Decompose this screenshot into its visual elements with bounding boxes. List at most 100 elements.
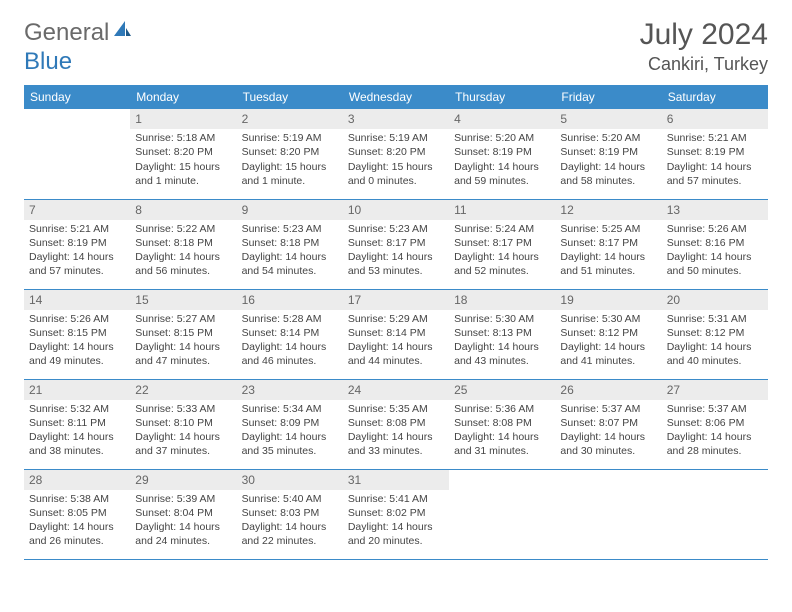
day-cell: 30Sunrise: 5:40 AMSunset: 8:03 PMDayligh… <box>237 469 343 559</box>
sunset-line: Sunset: 8:20 PM <box>135 145 231 159</box>
sunset-line: Sunset: 8:08 PM <box>454 416 550 430</box>
day-number: 6 <box>662 109 768 129</box>
day-body: Sunrise: 5:26 AMSunset: 8:16 PMDaylight:… <box>662 222 768 283</box>
day-header: Saturday <box>662 85 768 109</box>
day-body: Sunrise: 5:20 AMSunset: 8:19 PMDaylight:… <box>555 131 661 192</box>
sunset-line: Sunset: 8:08 PM <box>348 416 444 430</box>
day-number: 7 <box>24 200 130 220</box>
day-body: Sunrise: 5:34 AMSunset: 8:09 PMDaylight:… <box>237 402 343 463</box>
day-number: 29 <box>130 470 236 490</box>
day-cell: 28 Sunrise: 5:38 AMSunset: 8:05 PMDayligh… <box>24 469 130 559</box>
sunrise-line: Sunrise: 5:23 AM <box>348 222 444 236</box>
sunrise-line: Sunrise: 5:38 AM <box>29 492 125 506</box>
day-body: Sunrise: 5:41 AMSunset: 8:02 PMDaylight:… <box>343 492 449 553</box>
day-cell: 14Sunrise: 5:26 AMSunset: 8:15 PMDayligh… <box>24 289 130 379</box>
day-number: 30 <box>237 470 343 490</box>
day-number: 2 <box>237 109 343 129</box>
day-number: 27 <box>662 380 768 400</box>
day-number: 18 <box>449 290 555 310</box>
sunset-line: Sunset: 8:18 PM <box>135 236 231 250</box>
daylight-line: Daylight: 14 hours and 54 minutes. <box>242 250 338 278</box>
sunrise-line: Sunrise: 5:26 AM <box>667 222 763 236</box>
day-body: Sunrise: 5:31 AMSunset: 8:12 PMDaylight:… <box>662 312 768 373</box>
sunset-line: Sunset: 8:19 PM <box>454 145 550 159</box>
day-header-row: SundayMondayTuesdayWednesdayThursdayFrid… <box>24 85 768 109</box>
sunset-line: Sunset: 8:12 PM <box>560 326 656 340</box>
sunrise-line: Sunrise: 5:20 AM <box>454 131 550 145</box>
day-number: 23 <box>237 380 343 400</box>
sunrise-line: Sunrise: 5:39 AM <box>135 492 231 506</box>
daylight-line: Daylight: 14 hours and 35 minutes. <box>242 430 338 458</box>
sunset-line: Sunset: 8:13 PM <box>454 326 550 340</box>
day-body: Sunrise: 5:37 AMSunset: 8:06 PMDaylight:… <box>662 402 768 463</box>
day-number: 13 <box>662 200 768 220</box>
sunset-line: Sunset: 8:06 PM <box>667 416 763 430</box>
day-body: Sunrise: 5:29 AMSunset: 8:14 PMDaylight:… <box>343 312 449 373</box>
sunrise-line: Sunrise: 5:40 AM <box>242 492 338 506</box>
day-header: Sunday <box>24 85 130 109</box>
sunset-line: Sunset: 8:17 PM <box>454 236 550 250</box>
day-cell <box>555 469 661 559</box>
day-cell: 24Sunrise: 5:35 AMSunset: 8:08 PMDayligh… <box>343 379 449 469</box>
daylight-line: Daylight: 14 hours and 57 minutes. <box>667 160 763 188</box>
day-body: Sunrise: 5:37 AMSunset: 8:07 PMDaylight:… <box>555 402 661 463</box>
sunset-line: Sunset: 8:20 PM <box>348 145 444 159</box>
logo-text-general: General <box>24 19 109 47</box>
sunrise-line: Sunrise: 5:33 AM <box>135 402 231 416</box>
sunset-line: Sunset: 8:05 PM <box>29 506 125 520</box>
week-row: 1Sunrise: 5:18 AMSunset: 8:20 PMDaylight… <box>24 109 768 199</box>
daylight-line: Daylight: 14 hours and 49 minutes. <box>29 340 125 368</box>
sunset-line: Sunset: 8:19 PM <box>29 236 125 250</box>
daylight-line: Daylight: 14 hours and 58 minutes. <box>560 160 656 188</box>
day-body: Sunrise: 5:27 AMSunset: 8:15 PMDaylight:… <box>130 312 236 373</box>
daylight-line: Daylight: 15 hours and 1 minute. <box>135 160 231 188</box>
sunset-line: Sunset: 8:19 PM <box>667 145 763 159</box>
daylight-line: Daylight: 14 hours and 47 minutes. <box>135 340 231 368</box>
daylight-line: Daylight: 14 hours and 26 minutes. <box>29 520 125 548</box>
day-body: Sunrise: 5:30 AMSunset: 8:13 PMDaylight:… <box>449 312 555 373</box>
day-number: 17 <box>343 290 449 310</box>
sunset-line: Sunset: 8:15 PM <box>29 326 125 340</box>
daylight-line: Daylight: 14 hours and 53 minutes. <box>348 250 444 278</box>
daylight-line: Daylight: 14 hours and 41 minutes. <box>560 340 656 368</box>
sunrise-line: Sunrise: 5:27 AM <box>135 312 231 326</box>
day-number: 11 <box>449 200 555 220</box>
sunrise-line: Sunrise: 5:37 AM <box>667 402 763 416</box>
daylight-line: Daylight: 15 hours and 0 minutes. <box>348 160 444 188</box>
day-body: Sunrise: 5:20 AMSunset: 8:19 PMDaylight:… <box>449 131 555 192</box>
daylight-line: Daylight: 14 hours and 52 minutes. <box>454 250 550 278</box>
sunset-line: Sunset: 8:20 PM <box>242 145 338 159</box>
day-number: 5 <box>555 109 661 129</box>
day-body: Sunrise: 5:35 AMSunset: 8:08 PMDaylight:… <box>343 402 449 463</box>
sunset-line: Sunset: 8:15 PM <box>135 326 231 340</box>
daylight-line: Daylight: 14 hours and 43 minutes. <box>454 340 550 368</box>
day-cell: 9Sunrise: 5:23 AMSunset: 8:18 PMDaylight… <box>237 199 343 289</box>
daylight-line: Daylight: 14 hours and 40 minutes. <box>667 340 763 368</box>
day-body: Sunrise: 5:21 AMSunset: 8:19 PMDaylight:… <box>24 222 130 283</box>
day-number: 25 <box>449 380 555 400</box>
daylight-line: Daylight: 14 hours and 44 minutes. <box>348 340 444 368</box>
sunrise-line: Sunrise: 5:30 AM <box>560 312 656 326</box>
day-number: 4 <box>449 109 555 129</box>
daylight-line: Daylight: 14 hours and 28 minutes. <box>667 430 763 458</box>
sunset-line: Sunset: 8:12 PM <box>667 326 763 340</box>
day-header: Monday <box>130 85 236 109</box>
daylight-line: Daylight: 15 hours and 1 minute. <box>242 160 338 188</box>
logo: General <box>24 18 135 47</box>
sunset-line: Sunset: 8:17 PM <box>560 236 656 250</box>
sunrise-line: Sunrise: 5:36 AM <box>454 402 550 416</box>
week-row: 14Sunrise: 5:26 AMSunset: 8:15 PMDayligh… <box>24 289 768 379</box>
day-number: 31 <box>343 470 449 490</box>
day-number: 1 <box>130 109 236 129</box>
sunrise-line: Sunrise: 5:31 AM <box>667 312 763 326</box>
day-cell: 1Sunrise: 5:18 AMSunset: 8:20 PMDaylight… <box>130 109 236 199</box>
sunset-line: Sunset: 8:17 PM <box>348 236 444 250</box>
week-row: 7Sunrise: 5:21 AMSunset: 8:19 PMDaylight… <box>24 199 768 289</box>
sunset-line: Sunset: 8:04 PM <box>135 506 231 520</box>
sunrise-line: Sunrise: 5:35 AM <box>348 402 444 416</box>
logo-text-blue: Blue <box>24 48 72 76</box>
day-number: 28 <box>24 470 130 490</box>
sunrise-line: Sunrise: 5:24 AM <box>454 222 550 236</box>
day-cell: 4Sunrise: 5:20 AMSunset: 8:19 PMDaylight… <box>449 109 555 199</box>
logo-sail-icon <box>111 18 133 47</box>
